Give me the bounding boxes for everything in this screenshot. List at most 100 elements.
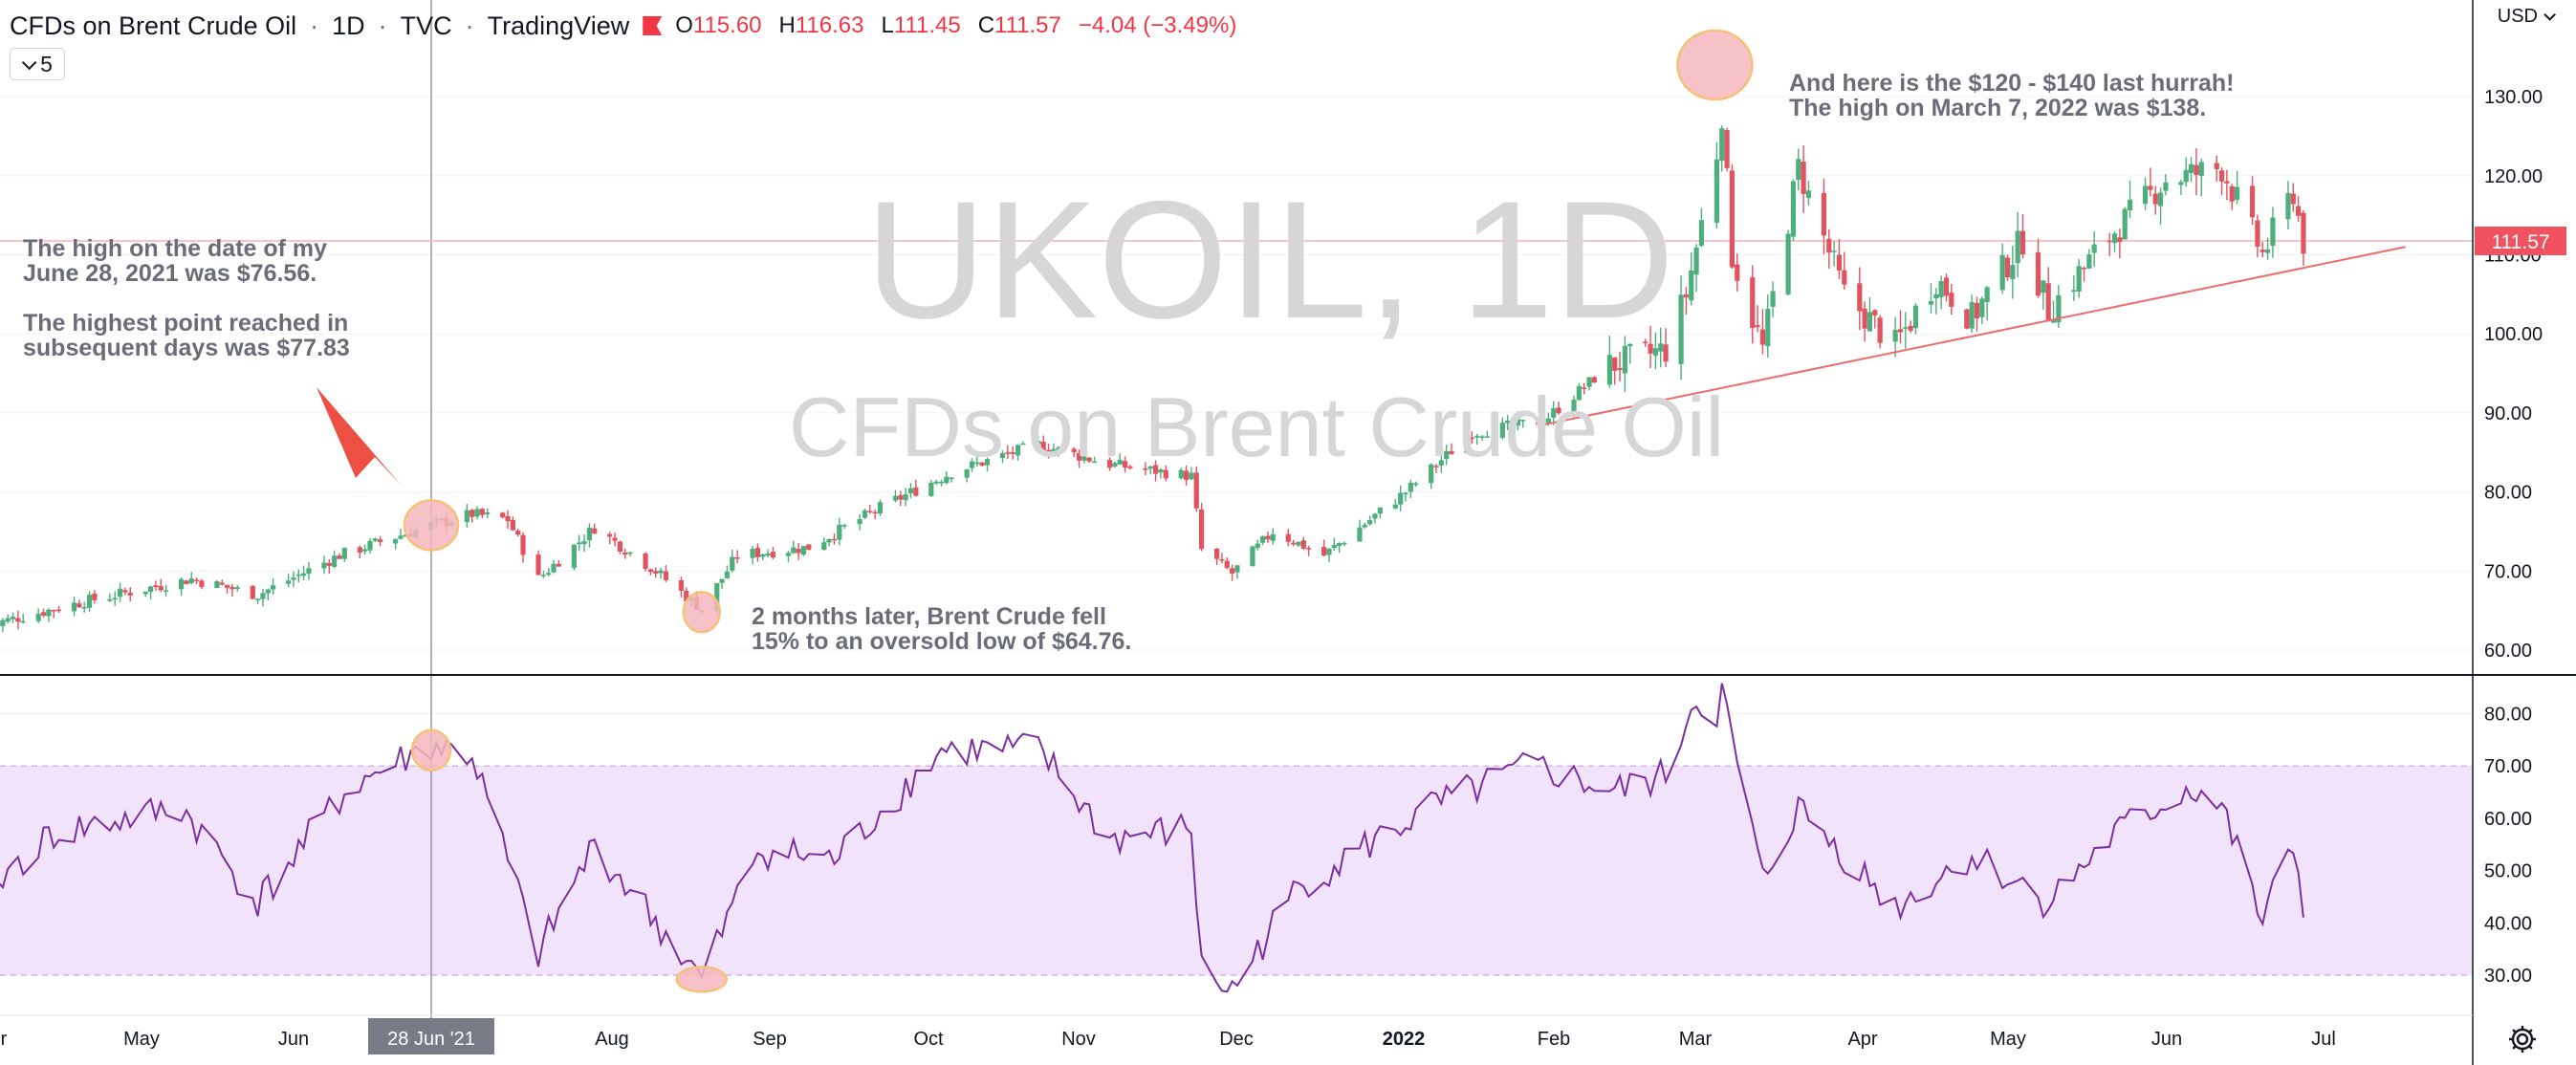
last-price-tag: 111.57	[2475, 227, 2566, 255]
annotation-june-high: The high on the date of my June 28, 2021…	[23, 235, 350, 361]
candle-body	[142, 591, 148, 595]
candle-body	[658, 570, 664, 574]
candle-body	[1617, 368, 1623, 371]
candle-body	[1698, 220, 1705, 247]
candle-body	[306, 568, 312, 575]
symbol-legend[interactable]: CFDs on Brent Crude Oil · 1D · TVC · Tra…	[10, 11, 1237, 40]
candle-body	[627, 552, 633, 554]
candle-body	[785, 553, 792, 556]
candle-body	[1152, 465, 1159, 474]
candle-body	[255, 598, 261, 600]
candle-body	[2218, 170, 2225, 182]
candle-body	[540, 575, 546, 576]
candle-body	[1224, 560, 1230, 569]
symbol-description[interactable]: CFDs on Brent Crude Oil	[10, 11, 297, 40]
candle-body	[1545, 418, 1551, 424]
candle-body	[1750, 277, 1756, 328]
candle-body	[81, 607, 87, 609]
rsi-axis[interactable]: 80.00 70.00 60.00 50.00 40.00 30.00	[2484, 705, 2532, 988]
interval-label[interactable]: 1D	[332, 11, 365, 40]
candle-body	[35, 613, 41, 621]
candle-body	[112, 598, 118, 600]
candle-body	[2091, 244, 2097, 253]
candle-body	[877, 502, 884, 514]
price-axis[interactable]: 130.00120.00110.00100.0090.0080.0070.006…	[2484, 87, 2543, 662]
candle-body	[1056, 446, 1061, 450]
candle-body	[2265, 249, 2271, 253]
gear-icon[interactable]	[2506, 1023, 2539, 1055]
candle-body	[1285, 533, 1291, 542]
candle-body	[469, 510, 475, 517]
candle-body	[1551, 408, 1557, 418]
candle-body	[158, 586, 164, 591]
candle-body	[2148, 185, 2153, 190]
highlight-ellipse	[1676, 29, 1754, 101]
candle-body	[1979, 298, 1985, 317]
candle-body	[653, 571, 659, 575]
indicators-collapse-button[interactable]: 5	[10, 48, 65, 80]
candle-body	[1714, 159, 1720, 223]
candle-body	[1938, 281, 1944, 297]
candle-body	[1627, 343, 1633, 347]
candle-body	[1010, 451, 1015, 454]
candle-body	[2117, 237, 2123, 243]
candle-body	[1678, 294, 1684, 364]
indicators-count: 5	[40, 51, 53, 76]
highlight-ellipse	[682, 591, 722, 634]
candle-body	[1189, 472, 1194, 480]
candle-body	[2035, 251, 2041, 296]
candle-body	[250, 585, 255, 599]
candle-body	[806, 544, 812, 551]
candle-body	[1974, 302, 1980, 319]
candle-body	[826, 538, 832, 543]
candle-body	[791, 547, 797, 554]
candle-body	[2234, 186, 2240, 200]
candle-body	[577, 542, 582, 545]
candle-body	[1862, 308, 1867, 329]
candle-body	[1969, 302, 1975, 329]
candle-body	[1377, 507, 1383, 514]
candle-body	[765, 553, 771, 556]
time-tick-label: May	[123, 1029, 160, 1050]
candle-body	[1877, 317, 1883, 343]
candle-body	[10, 617, 16, 619]
candle-body	[5, 618, 11, 622]
flag-icon[interactable]	[643, 16, 663, 35]
candle-body	[1479, 436, 1485, 438]
time-tick-label: Sep	[753, 1029, 787, 1050]
support-trendline[interactable]	[1542, 246, 2406, 426]
candle-body	[225, 584, 230, 588]
candle-body	[1158, 469, 1164, 473]
candle-body	[1193, 472, 1199, 509]
candle-body	[760, 554, 766, 557]
candle-body	[107, 598, 113, 601]
candle-body	[2270, 217, 2276, 247]
currency-selector[interactable]: USD	[2498, 6, 2556, 28]
candle-body	[1403, 492, 1408, 495]
candle-body	[2045, 283, 2051, 321]
candle-body	[1449, 450, 1454, 455]
candle-body	[2301, 212, 2306, 254]
candle-body	[127, 592, 133, 596]
candle-body	[1759, 329, 1766, 345]
time-axis[interactable]: r May Jun 28 Jun '21 Aug Sep Oct Nov Dec 2022 Feb M…	[1, 1018, 2336, 1054]
candle-body	[2076, 266, 2082, 292]
candle-body	[1622, 345, 1627, 374]
time-tick-label: 28 Jun '21	[387, 1029, 475, 1050]
candle-body	[535, 554, 541, 576]
candle-body	[1270, 533, 1276, 541]
candle-body	[1908, 325, 1913, 331]
candle-body	[1842, 270, 1847, 285]
candle-body	[122, 590, 128, 593]
candle-body	[2122, 208, 2128, 240]
candle-body	[229, 586, 235, 590]
candle-body	[193, 579, 200, 582]
candle-body	[1296, 541, 1301, 546]
candle-body	[750, 549, 755, 558]
candle-body	[1826, 238, 1832, 253]
candle-body	[714, 582, 720, 611]
candle-body	[1510, 419, 1516, 426]
candle-body	[1652, 348, 1658, 357]
candle-body	[1081, 456, 1087, 461]
